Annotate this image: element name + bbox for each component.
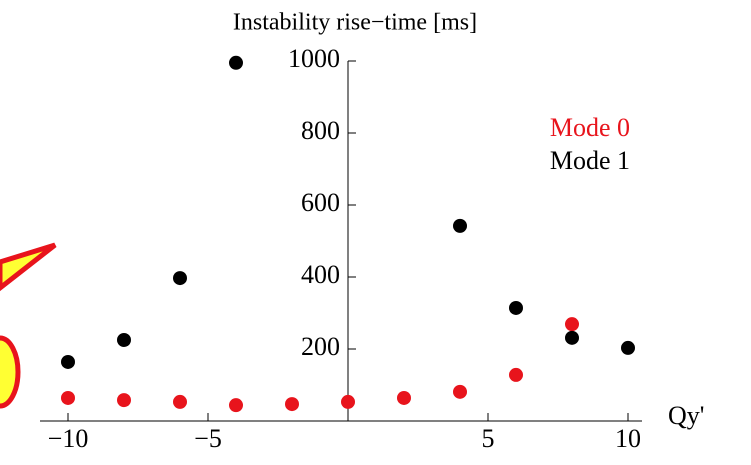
point xyxy=(341,394,355,409)
point xyxy=(173,394,187,409)
point xyxy=(453,384,467,399)
point xyxy=(621,340,635,355)
x-tick-label: 5 xyxy=(482,424,495,453)
point xyxy=(117,333,131,347)
x-tick-label: −5 xyxy=(194,424,222,453)
decoration xyxy=(0,242,57,292)
point xyxy=(173,271,187,286)
y-tick-label: 400 xyxy=(301,260,340,289)
chart-title: Instability rise−time [ms] xyxy=(233,10,477,36)
point xyxy=(285,397,299,412)
y-tick-label: 1000 xyxy=(288,44,340,73)
point xyxy=(453,218,467,233)
point xyxy=(397,390,411,405)
point xyxy=(565,330,579,345)
point xyxy=(509,300,523,315)
legend-entry: Mode 1 xyxy=(550,146,630,175)
x-axis-label: Qy' xyxy=(668,401,704,430)
y-tick-label: 800 xyxy=(301,116,340,145)
decoration xyxy=(0,335,21,409)
legend-entry: Mode 0 xyxy=(550,113,630,142)
y-tick-label: 600 xyxy=(301,188,340,217)
x-tick-label: 10 xyxy=(615,424,641,453)
y-tick-label: 200 xyxy=(301,332,340,361)
point xyxy=(61,354,75,369)
x-tick-label: −10 xyxy=(48,424,89,453)
point xyxy=(565,317,579,332)
point xyxy=(229,55,243,70)
point xyxy=(117,393,131,408)
point xyxy=(229,398,243,413)
point xyxy=(61,390,75,405)
point xyxy=(509,367,523,382)
